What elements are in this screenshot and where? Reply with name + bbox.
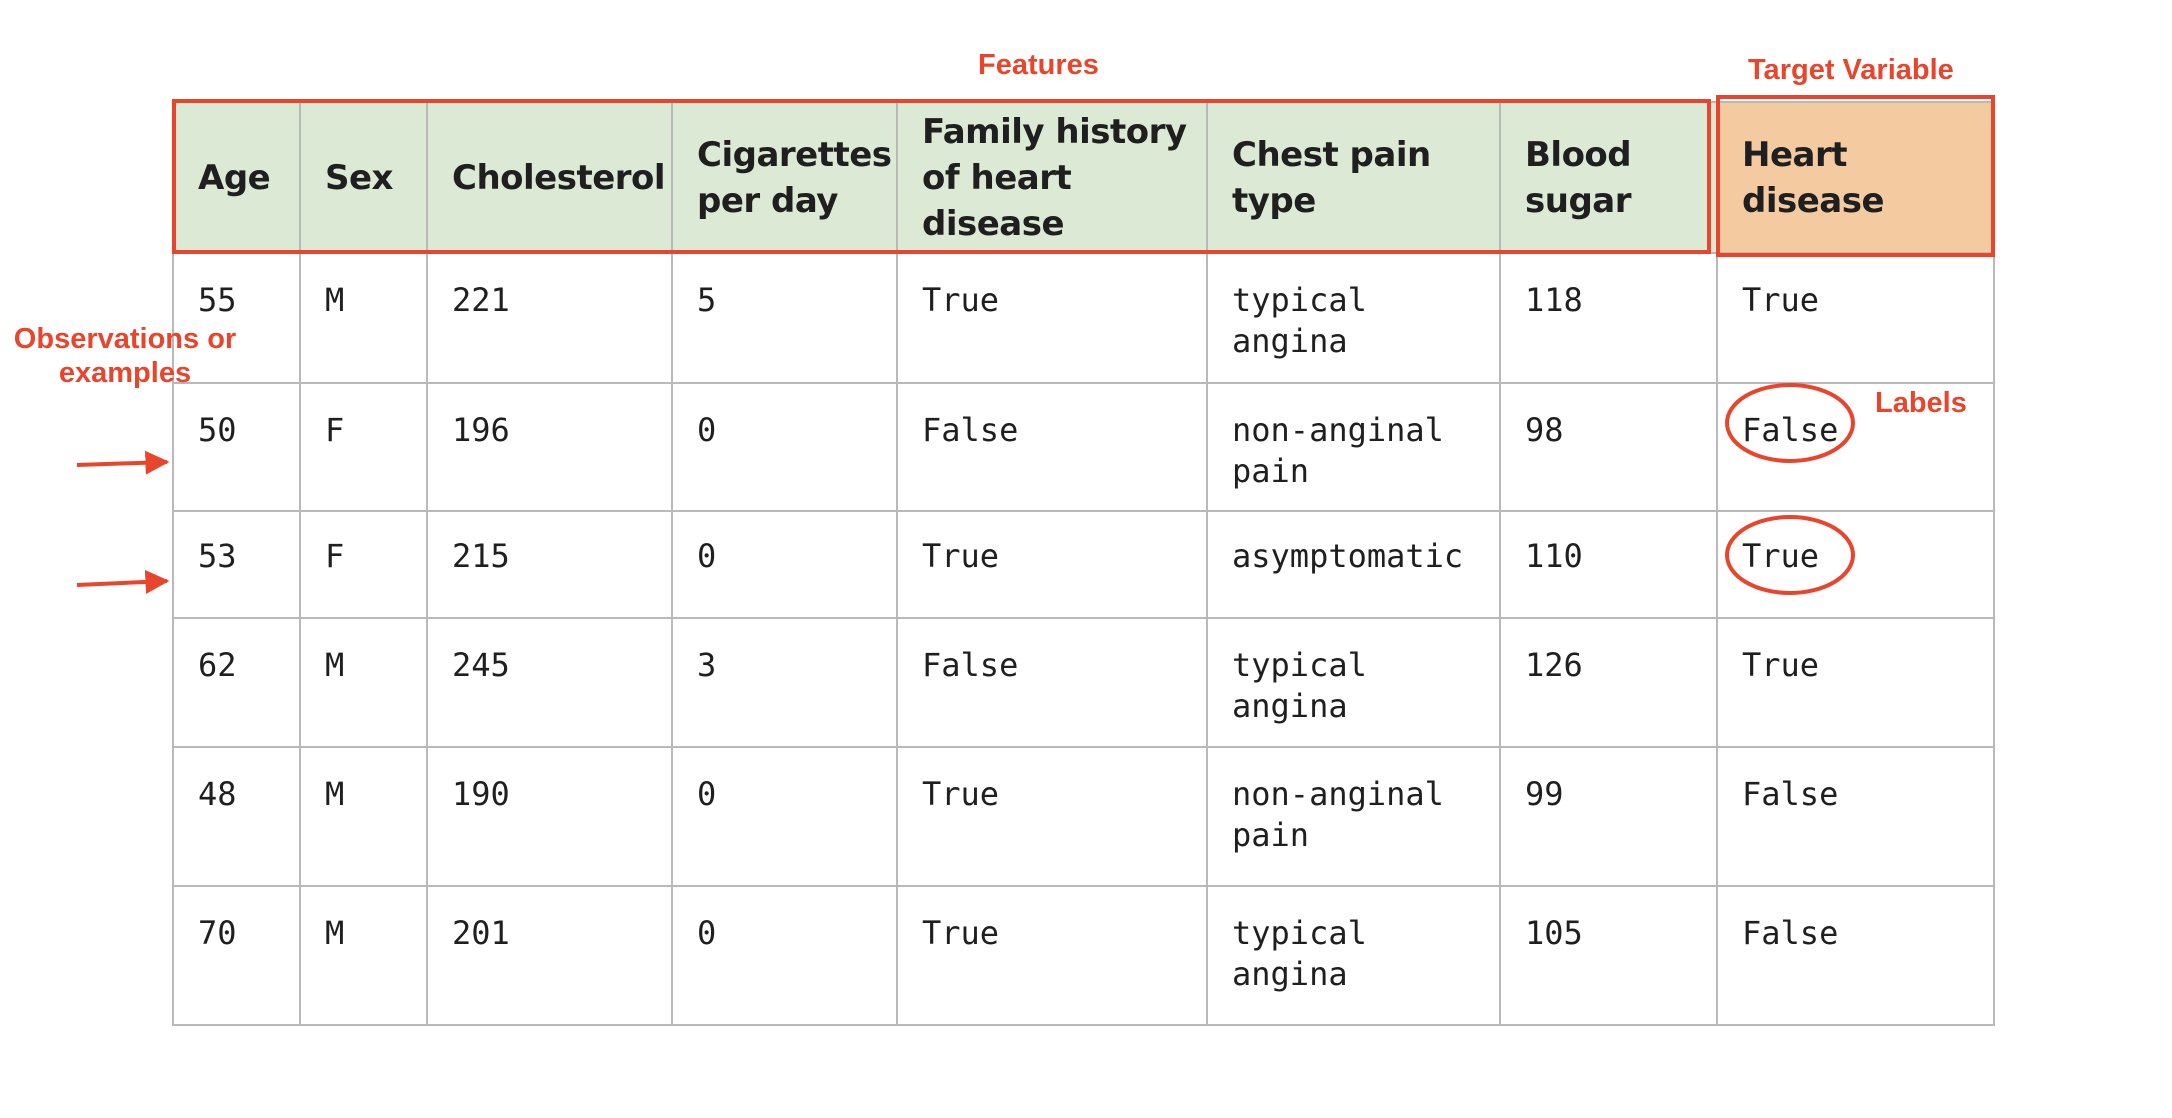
cell-age: 55	[172, 252, 301, 384]
cell-cigarettes-per-day: 0	[671, 382, 898, 512]
cell-age: 53	[172, 510, 301, 619]
cell-heart-disease: True	[1716, 252, 1995, 384]
cell-age: 50	[172, 382, 301, 512]
cell-cigarettes-per-day: 0	[671, 746, 898, 887]
cell-cholesterol: 245	[426, 617, 673, 748]
label-circle-true	[1725, 515, 1855, 595]
cell-chest-pain-type: typical angina	[1206, 617, 1501, 748]
cell-sex: M	[299, 885, 428, 1026]
cell-cholesterol: 190	[426, 746, 673, 887]
cell-family-history: True	[896, 885, 1208, 1026]
features-highlight-box	[172, 99, 1711, 254]
header-row: Age Sex Cholesterol Cigarettes per day F…	[172, 101, 1995, 254]
table-row: 53 F 215 0 True asymptomatic 110 True	[172, 510, 1995, 619]
table-row: 62 M 245 3 False typical angina 126 True	[172, 617, 1995, 748]
cell-sex: M	[299, 252, 428, 384]
cell-cholesterol: 221	[426, 252, 673, 384]
features-annotation: Features	[978, 49, 1099, 81]
cell-cholesterol: 215	[426, 510, 673, 619]
cell-family-history: False	[896, 617, 1208, 748]
cell-sex: F	[299, 510, 428, 619]
cell-cholesterol: 201	[426, 885, 673, 1026]
cell-family-history: True	[896, 510, 1208, 619]
cell-age: 62	[172, 617, 301, 748]
cell-heart-disease: True	[1716, 617, 1995, 748]
header-sex: Sex	[299, 101, 428, 254]
observation-arrow-2	[76, 569, 170, 594]
cell-chest-pain-type: typical angina	[1206, 885, 1501, 1026]
cell-sex: M	[299, 746, 428, 887]
cell-blood-sugar: 105	[1499, 885, 1718, 1026]
cell-sex: F	[299, 382, 428, 512]
header-blood-sugar: Blood sugar	[1499, 101, 1718, 254]
cell-cholesterol: 196	[426, 382, 673, 512]
cell-age: 48	[172, 746, 301, 887]
header-heart-disease: Heart disease	[1716, 101, 1995, 254]
cell-sex: M	[299, 617, 428, 748]
cell-chest-pain-type: asymptomatic	[1206, 510, 1501, 619]
table-row: 70 M 201 0 True typical angina 105 False	[172, 885, 1995, 1026]
cell-heart-disease: True	[1716, 510, 1995, 619]
cell-heart-disease: False	[1716, 885, 1995, 1026]
cell-family-history: True	[896, 746, 1208, 887]
cell-cigarettes-per-day: 0	[671, 510, 898, 619]
header-chest-pain-type: Chest pain type	[1206, 101, 1501, 254]
observations-annotation: Observations or examples	[13, 323, 237, 389]
header-age: Age	[172, 101, 301, 254]
table-row: 48 M 190 0 True non-anginal pain 99 False	[172, 746, 1995, 887]
header-family-history: Family history of heart disease	[896, 101, 1208, 254]
target-variable-annotation: Target Variable	[1748, 54, 1954, 86]
cell-family-history: False	[896, 382, 1208, 512]
cell-cigarettes-per-day: 3	[671, 617, 898, 748]
cell-heart-disease: False	[1716, 382, 1995, 512]
cell-chest-pain-type: non-anginal pain	[1206, 746, 1501, 887]
cell-chest-pain-type: typical angina	[1206, 252, 1501, 384]
cell-cigarettes-per-day: 5	[671, 252, 898, 384]
cell-chest-pain-type: non-anginal pain	[1206, 382, 1501, 512]
target-highlight-box	[1716, 95, 1995, 257]
observation-arrow-1	[76, 450, 170, 475]
cell-heart-disease: False	[1716, 746, 1995, 887]
data-table: Age Sex Cholesterol Cigarettes per day F…	[172, 101, 1995, 1026]
cell-family-history: True	[896, 252, 1208, 384]
cell-cigarettes-per-day: 0	[671, 885, 898, 1026]
table-row: 50 F 196 0 False non-anginal pain 98 False	[172, 382, 1995, 512]
labels-annotation: Labels	[1875, 387, 1967, 419]
header-cigarettes-per-day: Cigarettes per day	[671, 101, 898, 254]
cell-blood-sugar: 98	[1499, 382, 1718, 512]
table-row: 55 M 221 5 True typical angina 118 True	[172, 252, 1995, 384]
label-circle-false	[1725, 383, 1855, 463]
cell-blood-sugar: 126	[1499, 617, 1718, 748]
cell-blood-sugar: 118	[1499, 252, 1718, 384]
cell-blood-sugar: 110	[1499, 510, 1718, 619]
cell-blood-sugar: 99	[1499, 746, 1718, 887]
cell-age: 70	[172, 885, 301, 1026]
